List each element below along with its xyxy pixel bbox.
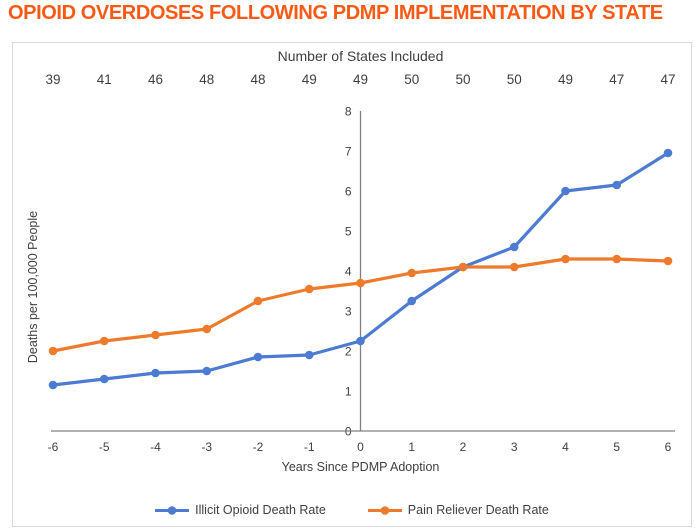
y-axis-title: Deaths per 100,000 People bbox=[26, 211, 40, 363]
legend-swatch-line-icon bbox=[367, 505, 402, 515]
legend-label: Pain Reliever Death Rate bbox=[407, 503, 549, 517]
chart-container: Number of States Included 39 41 46 48 48 49 49 5… bbox=[12, 42, 692, 527]
legend-item-illicit-opioid: Illicit Opioid Death Rate bbox=[155, 503, 326, 517]
data-point-marker bbox=[407, 268, 417, 278]
states-count-label: 50 bbox=[404, 72, 419, 87]
data-point-marker bbox=[151, 368, 160, 378]
chart-legend: Illicit Opioid Death Rate Pain Reliever … bbox=[13, 503, 691, 517]
data-point-marker bbox=[509, 242, 519, 252]
x-tick-label: -3 bbox=[201, 440, 212, 454]
states-count-label: 48 bbox=[250, 72, 265, 87]
y-tick-label: 5 bbox=[345, 225, 352, 239]
data-point-marker bbox=[561, 186, 570, 196]
states-count-label: 49 bbox=[558, 72, 573, 87]
data-point-marker bbox=[48, 346, 58, 356]
states-count-label: 41 bbox=[97, 72, 112, 87]
x-tick-label: 6 bbox=[665, 440, 672, 454]
data-point-marker bbox=[561, 254, 570, 264]
data-point-marker bbox=[202, 324, 212, 334]
y-tick-label: 1 bbox=[345, 385, 352, 399]
data-point-marker bbox=[253, 352, 263, 362]
x-tick-label: -6 bbox=[48, 440, 59, 454]
x-axis-title: Years Since PDMP Adoption bbox=[282, 460, 440, 474]
data-point-marker bbox=[99, 336, 109, 346]
page-title: OPIOID OVERDOSES FOLLOWING PDMP IMPLEMEN… bbox=[8, 2, 663, 24]
y-tick-label: 2 bbox=[345, 345, 352, 359]
data-point-marker bbox=[304, 284, 314, 294]
data-point-marker bbox=[356, 336, 365, 346]
data-point-marker bbox=[48, 380, 58, 390]
top-axis-title: Number of States Included bbox=[278, 48, 444, 64]
states-count-label: 48 bbox=[199, 72, 214, 87]
states-count-label: 49 bbox=[302, 72, 317, 87]
data-point-marker bbox=[612, 180, 622, 190]
y-tick-label: 6 bbox=[345, 185, 352, 199]
x-tick-label: -5 bbox=[99, 440, 110, 454]
x-tick-label: 0 bbox=[357, 440, 364, 454]
states-count-label: 50 bbox=[507, 72, 522, 87]
data-point-marker bbox=[612, 254, 622, 264]
y-tick-label: 3 bbox=[345, 305, 352, 319]
legend-item-pain-reliever: Pain Reliever Death Rate bbox=[367, 503, 549, 517]
data-point-marker bbox=[151, 330, 160, 340]
x-tick-label: -2 bbox=[253, 440, 264, 454]
y-tick-label: 7 bbox=[345, 145, 352, 159]
legend-swatch-line-icon bbox=[155, 505, 190, 515]
y-tick-label: 8 bbox=[345, 105, 352, 119]
series-illicit-opioid-death-rate bbox=[48, 148, 673, 390]
x-tick-label: 5 bbox=[613, 440, 620, 454]
states-count-label: 47 bbox=[609, 72, 624, 87]
data-point-marker bbox=[202, 366, 212, 376]
x-tick-label: 1 bbox=[408, 440, 415, 454]
data-point-marker bbox=[356, 278, 365, 288]
series-pain-reliever-death-rate bbox=[48, 254, 673, 356]
data-point-marker bbox=[458, 262, 468, 272]
data-point-marker bbox=[99, 374, 109, 384]
states-count-label: 50 bbox=[455, 72, 470, 87]
data-point-marker bbox=[509, 262, 519, 272]
states-count-label: 39 bbox=[45, 72, 60, 87]
data-point-marker bbox=[253, 296, 263, 306]
data-point-marker bbox=[663, 256, 673, 266]
data-point-marker bbox=[304, 350, 314, 360]
data-point-marker bbox=[407, 296, 417, 306]
states-count-label: 46 bbox=[148, 72, 163, 87]
x-tick-label: -4 bbox=[150, 440, 161, 454]
x-tick-label: 4 bbox=[562, 440, 569, 454]
legend-label: Illicit Opioid Death Rate bbox=[195, 503, 326, 517]
x-tick-label: 3 bbox=[511, 440, 518, 454]
data-point-marker bbox=[663, 148, 673, 158]
states-count-label: 49 bbox=[353, 72, 368, 87]
states-count-label: 47 bbox=[660, 72, 675, 87]
x-tick-label: 2 bbox=[460, 440, 467, 454]
x-tick-label: -1 bbox=[304, 440, 315, 454]
y-tick-label: 4 bbox=[345, 265, 352, 279]
